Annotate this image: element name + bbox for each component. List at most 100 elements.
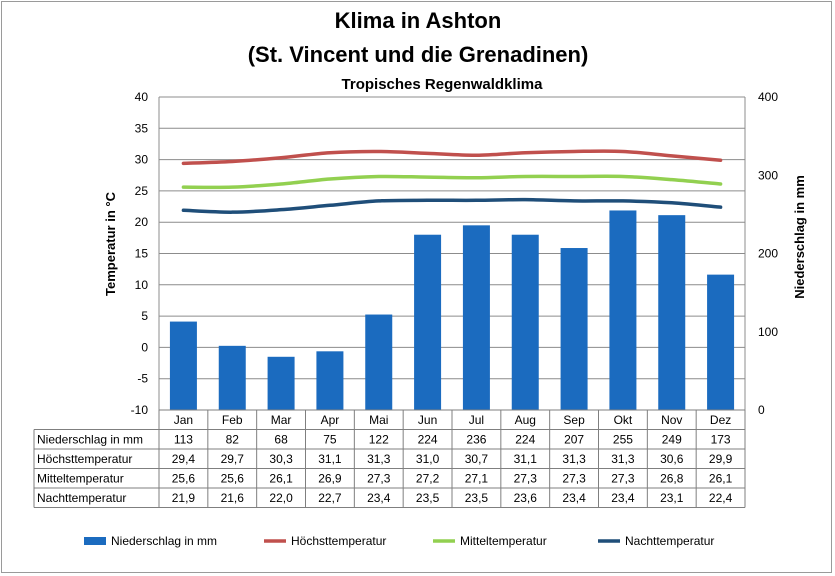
data-label: 29,4 xyxy=(172,452,196,466)
data-label: 22,4 xyxy=(709,491,733,505)
data-label: 122 xyxy=(369,433,389,447)
data-label: 25,6 xyxy=(172,472,196,486)
x-tick-label: Mar xyxy=(271,413,292,427)
table-row-label: Höchsttemperatur xyxy=(37,452,132,466)
chart-title: Klima in Ashton xyxy=(335,8,502,33)
data-label: 22,7 xyxy=(318,491,342,505)
y-left-axis-label: Temperatur in °C xyxy=(103,191,118,296)
data-label: 75 xyxy=(323,433,337,447)
data-label: 255 xyxy=(613,433,633,447)
data-label: 249 xyxy=(662,433,682,447)
data-label: 27,3 xyxy=(611,472,635,486)
data-label: 236 xyxy=(466,433,486,447)
precipitation-bar xyxy=(218,345,246,410)
x-tick-label: Okt xyxy=(614,413,633,427)
data-label: 26,1 xyxy=(709,472,733,486)
y-right-tick-label: 200 xyxy=(758,247,778,261)
legend-label: Niederschlag in mm xyxy=(111,534,217,548)
data-label: 27,1 xyxy=(465,472,489,486)
x-tick-label: Nov xyxy=(661,413,682,427)
y-left-tick-label: 35 xyxy=(135,121,149,135)
data-label: 25,6 xyxy=(221,472,245,486)
y-right-tick-label: 0 xyxy=(758,403,765,417)
precipitation-bar xyxy=(365,314,393,410)
temperature-line xyxy=(181,149,723,166)
precipitation-bar xyxy=(707,274,735,410)
y-left-tick-label: 10 xyxy=(135,278,149,292)
x-tick-label: Dez xyxy=(710,413,731,427)
legend-label: Mitteltemperatur xyxy=(460,534,547,548)
precipitation-bar xyxy=(462,225,490,410)
y-left-tick-label: 5 xyxy=(141,309,148,323)
y-left-tick-label: 15 xyxy=(135,247,149,261)
legend-label: Höchsttemperatur xyxy=(291,534,386,548)
y-left-tick-label: 25 xyxy=(135,184,149,198)
x-tick-label: Mai xyxy=(369,413,388,427)
precipitation-bar xyxy=(511,234,539,410)
data-label: 27,3 xyxy=(514,472,538,486)
y-right-axis-label: Niederschlag in mm xyxy=(792,175,807,299)
y-left-tick-label: -5 xyxy=(137,372,148,386)
data-label: 21,6 xyxy=(221,491,245,505)
data-label: 22,0 xyxy=(269,491,293,505)
table-row-label: Mitteltemperatur xyxy=(37,472,124,486)
x-tick-label: Aug xyxy=(515,413,536,427)
data-label: 29,7 xyxy=(221,452,245,466)
data-label: 173 xyxy=(711,433,731,447)
data-label: 26,8 xyxy=(660,472,684,486)
data-label: 23,4 xyxy=(367,491,391,505)
data-label: 26,1 xyxy=(269,472,293,486)
data-label: 23,5 xyxy=(416,491,440,505)
y-right-tick-label: 100 xyxy=(758,325,778,339)
precipitation-bar xyxy=(169,321,197,410)
y-right-tick-label: 400 xyxy=(758,90,778,104)
x-tick-label: Jun xyxy=(418,413,437,427)
y-left-tick-label: 40 xyxy=(135,90,149,104)
data-label: 31,1 xyxy=(318,452,342,466)
data-label: 113 xyxy=(174,433,193,447)
precipitation-bar xyxy=(658,215,686,410)
data-label: 82 xyxy=(226,433,240,447)
data-label: 27,2 xyxy=(416,472,440,486)
temperature-line xyxy=(181,197,723,214)
chart-subtitle: (St. Vincent und die Grenadinen) xyxy=(248,42,589,67)
precipitation-bar xyxy=(414,234,442,410)
table-row-label: Niederschlag in mm xyxy=(37,433,143,447)
data-label: 207 xyxy=(564,433,584,447)
x-tick-label: Jan xyxy=(174,413,193,427)
x-tick-label: Jul xyxy=(469,413,484,427)
data-label: 23,6 xyxy=(514,491,538,505)
data-label: 23,4 xyxy=(562,491,586,505)
data-label: 224 xyxy=(515,433,535,447)
data-label: 31,1 xyxy=(514,452,538,466)
data-label: 21,9 xyxy=(172,491,196,505)
data-label: 23,4 xyxy=(611,491,635,505)
x-tick-label: Feb xyxy=(222,413,243,427)
data-label: 29,9 xyxy=(709,452,733,466)
data-label: 23,1 xyxy=(660,491,684,505)
data-label: 224 xyxy=(418,433,438,447)
table-row-label: Nachttemperatur xyxy=(37,491,126,505)
y-left-tick-label: 20 xyxy=(135,215,149,229)
x-tick-label: Apr xyxy=(321,413,340,427)
legend-label: Nachttemperatur xyxy=(625,534,714,548)
precipitation-bar xyxy=(267,356,295,410)
data-label: 30,6 xyxy=(660,452,684,466)
data-label: 30,3 xyxy=(269,452,293,466)
y-left-tick-label: -10 xyxy=(131,403,149,417)
data-label: 31,3 xyxy=(611,452,635,466)
temperature-line xyxy=(181,174,723,190)
data-label: 31,3 xyxy=(367,452,391,466)
climate-type-label: Tropisches Regenwaldklima xyxy=(342,76,544,93)
data-label: 27,3 xyxy=(367,472,391,486)
y-left-tick-label: 0 xyxy=(141,340,148,354)
data-label: 31,0 xyxy=(416,452,440,466)
data-label: 68 xyxy=(274,433,288,447)
data-label: 26,9 xyxy=(318,472,342,486)
data-label: 27,3 xyxy=(562,472,586,486)
data-label: 31,3 xyxy=(562,452,586,466)
y-left-tick-label: 30 xyxy=(135,153,149,167)
precipitation-bar xyxy=(560,248,588,410)
